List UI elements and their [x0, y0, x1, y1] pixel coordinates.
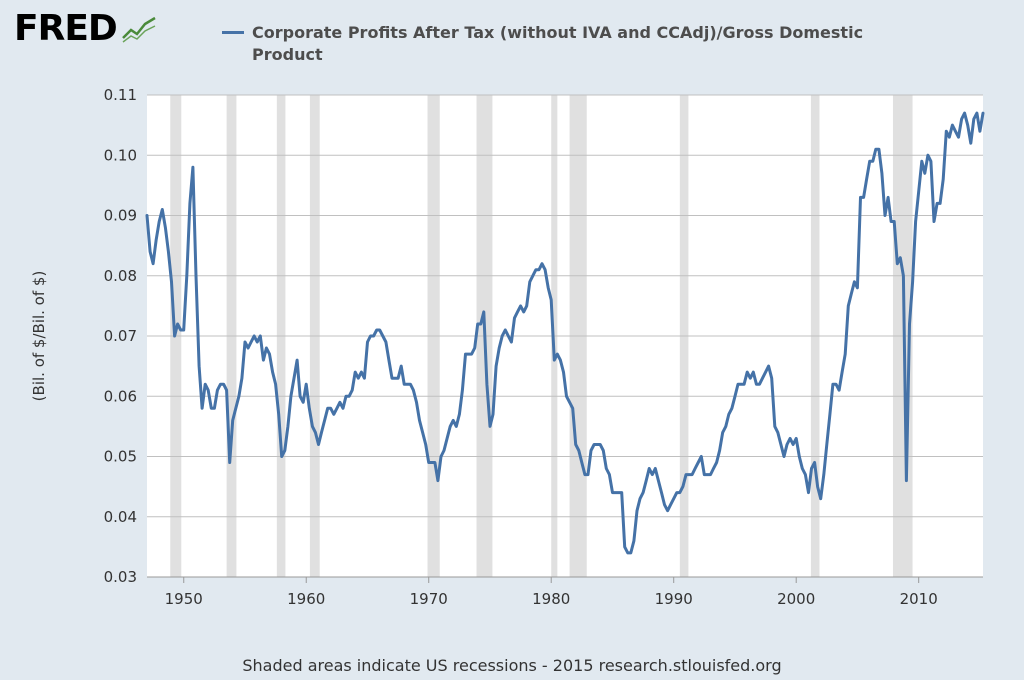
x-tick-label: 2010: [900, 590, 938, 608]
x-tick-label: 1990: [655, 590, 693, 608]
legend-series-label: Corporate Profits After Tax (without IVA…: [252, 23, 864, 64]
x-tick-label: 1970: [410, 590, 448, 608]
series-line: [145, 111, 985, 555]
y-tick-label: 0.10: [104, 146, 137, 164]
trend-line-icon: [120, 13, 157, 44]
x-tick-label: 1950: [165, 590, 203, 608]
fred-logo[interactable]: FRED: [14, 8, 157, 49]
x-tick-label: 1980: [532, 590, 570, 608]
fred-logo-text: FRED: [14, 8, 118, 49]
y-tick-label: 0.03: [104, 568, 137, 586]
chart-legend: Corporate Profits After Tax (without IVA…: [222, 22, 892, 66]
y-axis-label: (Bil. of $/Bil. of $): [30, 271, 48, 402]
y-tick-label: 0.08: [104, 267, 137, 285]
y-tick-label: 0.07: [104, 327, 137, 345]
y-tick-label: 0.06: [104, 387, 137, 405]
legend-line-swatch: [222, 31, 244, 34]
y-tick-label: 0.09: [104, 207, 137, 225]
y-tick-label: 0.05: [104, 448, 137, 466]
x-tick-label: 1960: [287, 590, 325, 608]
y-tick-label: 0.04: [104, 508, 137, 526]
recession-footnote: Shaded areas indicate US recessions - 20…: [242, 656, 782, 675]
x-tick-label: 2000: [777, 590, 815, 608]
y-tick-label: 0.11: [104, 86, 137, 104]
